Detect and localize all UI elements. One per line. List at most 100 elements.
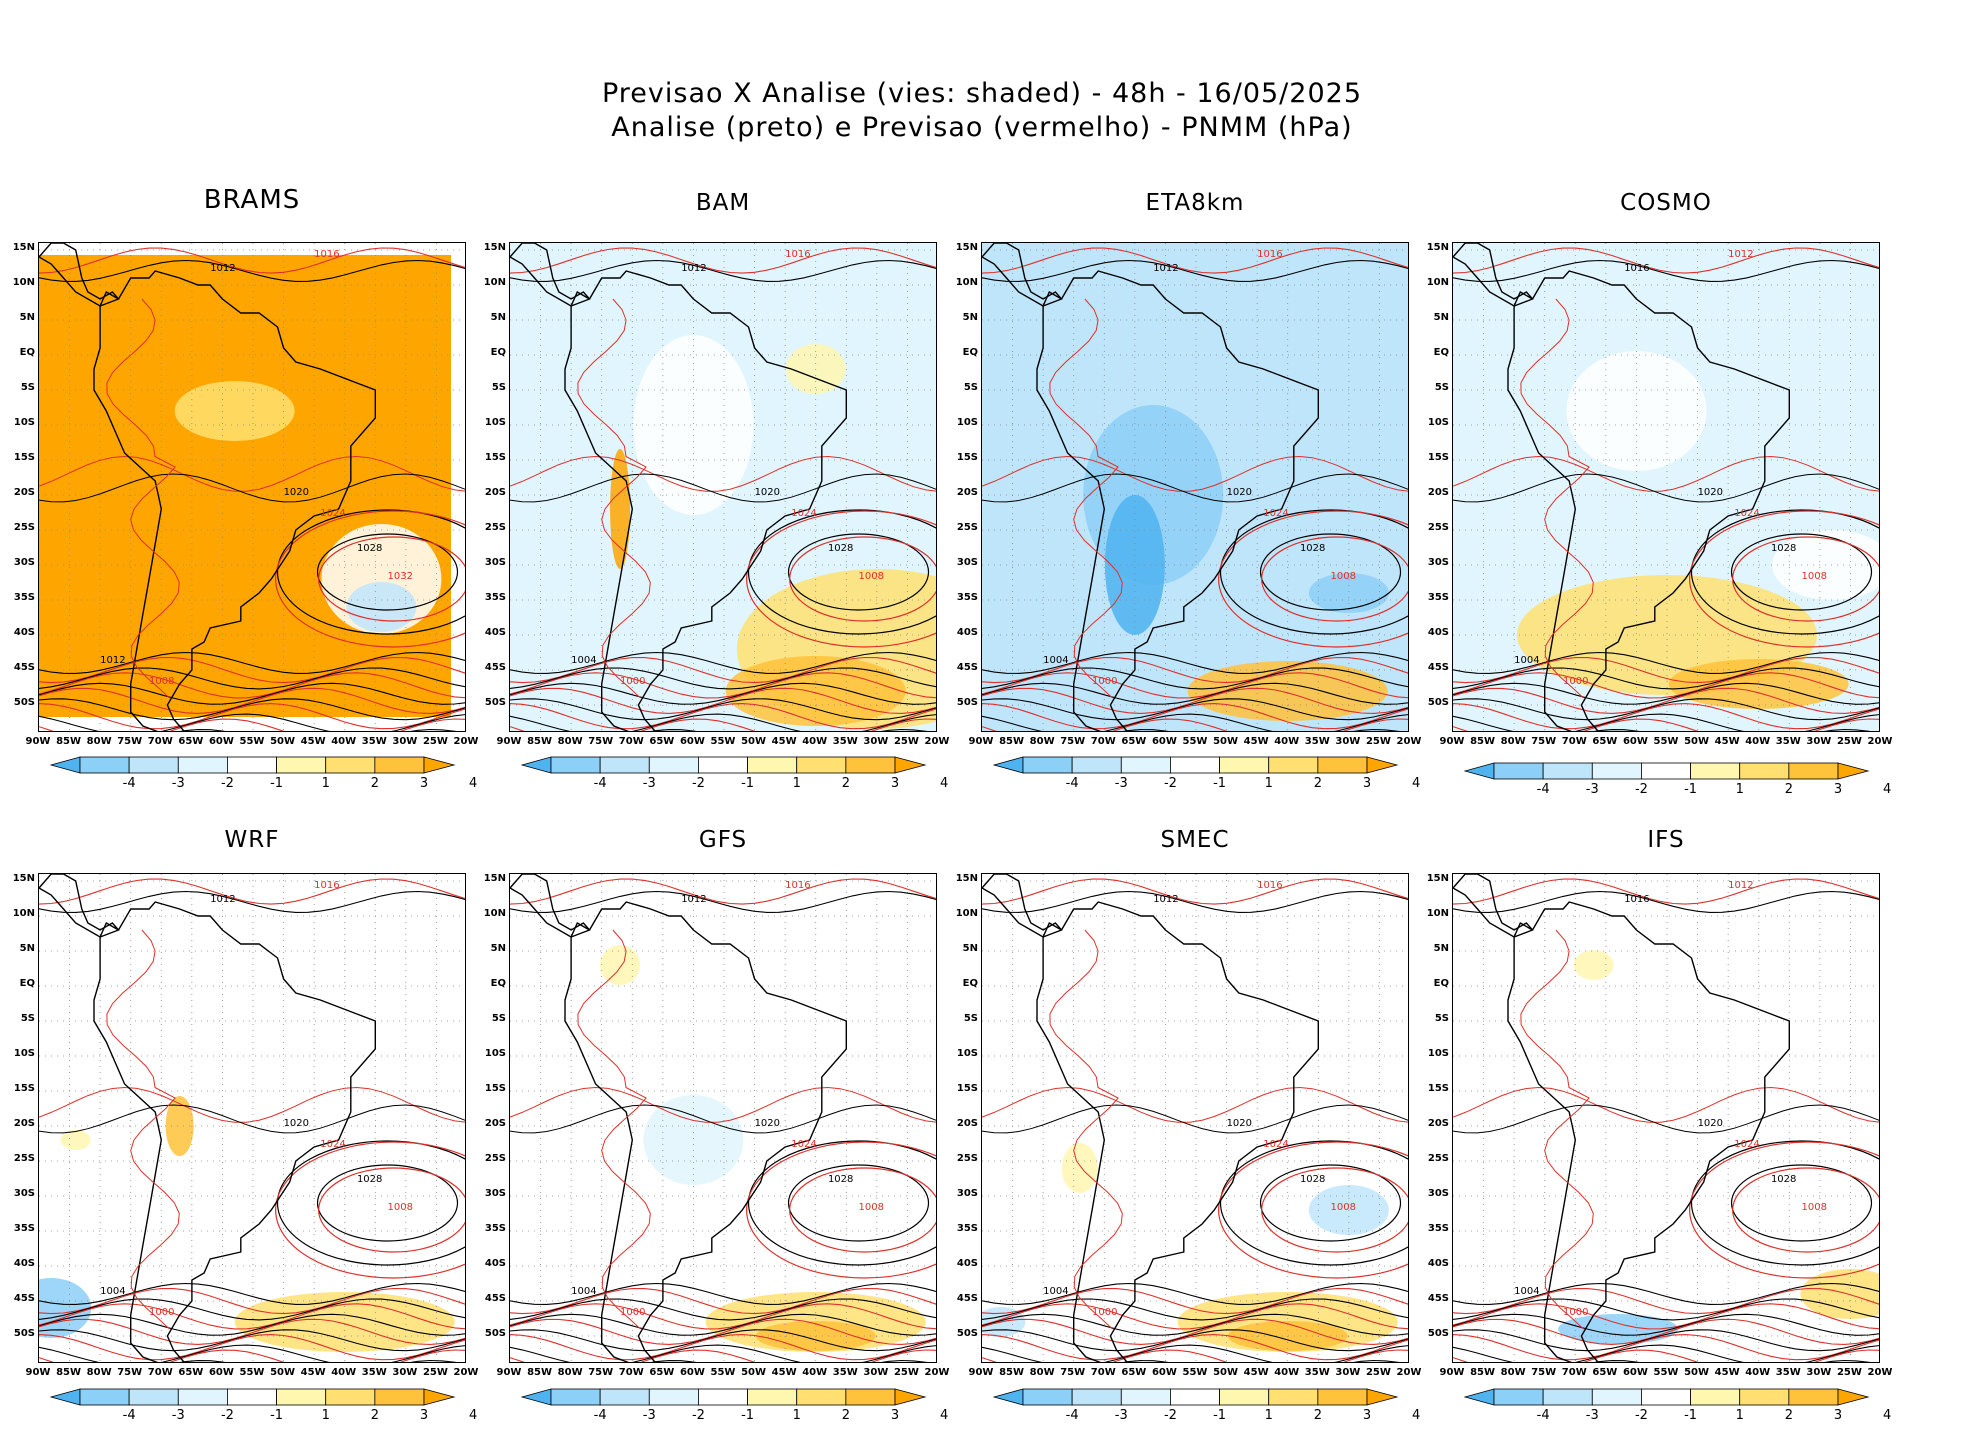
lon-label: 50W xyxy=(1684,736,1710,747)
colorbar-segment xyxy=(128,1388,179,1406)
panel-title-brams: BRAMS xyxy=(203,185,301,215)
lat-label: 40S xyxy=(1427,627,1449,638)
isobar-forecast-mid xyxy=(1453,455,1879,492)
isobar-label: 1028 xyxy=(828,543,853,554)
isobar-analysis-high xyxy=(276,1140,465,1266)
lat-label: 25S xyxy=(956,522,978,533)
lat-label: 5S xyxy=(491,1013,506,1024)
colorbar-label: 2 xyxy=(841,776,850,791)
panel-title-bam: BAM xyxy=(695,190,751,216)
colorbar-extend-high xyxy=(894,756,927,774)
lat-label: 40S xyxy=(956,1258,978,1269)
lon-label: 90W xyxy=(496,1367,522,1378)
colorbar-segment xyxy=(1591,762,1642,780)
lon-label: 25W xyxy=(1365,1367,1391,1378)
lon-label: 30W xyxy=(863,736,889,747)
bias-shading-area xyxy=(346,582,417,632)
isobar-analysis-southern xyxy=(39,1298,465,1321)
isobar-analysis-high xyxy=(1690,509,1879,635)
isobar-label: 1016 xyxy=(785,880,810,891)
isobar-analysis-high xyxy=(1259,533,1402,611)
lon-label: 65W xyxy=(178,736,204,747)
lon-label: 25W xyxy=(1365,736,1391,747)
isobar-label: 1012 xyxy=(681,894,706,905)
lon-label: 60W xyxy=(208,736,234,747)
colorbar-extend-high xyxy=(423,756,456,774)
lat-label: 10S xyxy=(13,417,35,428)
isobar-forecast-high xyxy=(1261,536,1408,622)
bias-shading-area xyxy=(174,381,295,441)
colorbar-segment xyxy=(325,756,376,774)
lon-label: 25W xyxy=(422,736,448,747)
isobar-forecast-mid xyxy=(510,1086,936,1123)
lat-label: 5S xyxy=(963,382,978,393)
colorbar-extend-low xyxy=(521,1388,552,1406)
isobar-label: 1000 xyxy=(620,676,645,687)
lon-label: 30W xyxy=(1806,736,1832,747)
bias-shading-bg xyxy=(982,874,1408,1362)
lon-label: 60W xyxy=(1622,1367,1648,1378)
lat-label: 5N xyxy=(490,943,506,954)
isobar-forecast-southern xyxy=(39,718,465,731)
lat-label: 40S xyxy=(1427,1258,1449,1269)
colorbar-label: 3 xyxy=(1362,1408,1372,1423)
colorbar-label: 3 xyxy=(890,776,900,791)
lon-label: 50W xyxy=(270,1367,296,1378)
isobar-label: 1016 xyxy=(1624,894,1649,905)
isobar-label: 1020 xyxy=(1227,487,1252,498)
lat-label: 30S xyxy=(1427,557,1449,568)
isobar-analysis-southern xyxy=(39,682,465,705)
isobar-label: 1004 xyxy=(1514,1286,1539,1297)
lon-label: 60W xyxy=(1622,736,1648,747)
lat-label: 25S xyxy=(1427,1153,1449,1164)
lat-label: 30S xyxy=(956,1188,978,1199)
isobar-forecast-high xyxy=(1732,536,1879,622)
lat-label: 15S xyxy=(1427,452,1449,463)
isobar-forecast-northern xyxy=(1453,878,1879,905)
panel-title-wrf: WRF xyxy=(224,827,280,853)
lat-label: 30S xyxy=(1427,1188,1449,1199)
lon-label: 55W xyxy=(239,736,265,747)
isobar-label: 1016 xyxy=(1257,880,1282,891)
isobar-label: 1024 xyxy=(791,508,816,519)
lat-label: 50S xyxy=(1427,1328,1449,1339)
lon-label: 65W xyxy=(1592,736,1618,747)
colorbar-wrf xyxy=(50,1388,456,1406)
lat-label: 15S xyxy=(956,452,978,463)
colorbar-label: -1 xyxy=(1213,776,1227,791)
colorbar-label: 2 xyxy=(370,776,379,791)
colorbar-extend-low xyxy=(50,1388,81,1406)
lat-label: 20S xyxy=(484,487,506,498)
colorbar-label: -1 xyxy=(1213,1408,1227,1423)
isobar-forecast-southern xyxy=(982,1303,1408,1330)
lon-label: 70W xyxy=(1561,736,1587,747)
isobar-label: 1008 xyxy=(388,1202,413,1213)
lon-label: 45W xyxy=(771,1367,797,1378)
colorbar-segment xyxy=(1268,1388,1319,1406)
lon-label: 75W xyxy=(588,736,614,747)
colorbar-label: -2 xyxy=(691,1408,705,1423)
lon-label: 85W xyxy=(1470,736,1496,747)
lon-label: 55W xyxy=(1182,736,1208,747)
isobar-label: 1016 xyxy=(314,880,339,891)
lat-label: 10N xyxy=(955,277,978,288)
colorbar-extend-low xyxy=(50,756,81,774)
isobar-forecast-southern xyxy=(510,672,936,699)
isobar-forecast-southern xyxy=(1453,703,1879,730)
colorbar-segment xyxy=(1739,762,1790,780)
colorbar-label: -3 xyxy=(1114,1408,1128,1423)
lon-label: 45W xyxy=(1243,736,1269,747)
isobar-forecast-high xyxy=(1261,1167,1408,1253)
lon-label: 20W xyxy=(453,1367,479,1378)
lon-label: 60W xyxy=(679,1367,705,1378)
lon-label: 50W xyxy=(1213,1367,1239,1378)
colorbar-segment xyxy=(227,756,277,774)
isobar-analysis-northern xyxy=(1453,259,1879,282)
colorbar-segment xyxy=(1170,1388,1220,1406)
isobar-forecast-southern xyxy=(982,1287,1408,1315)
lon-label: 90W xyxy=(1439,1367,1465,1378)
map-frame-bam: 1012 1016 1020 1024 1028 1008 1004 1000 xyxy=(509,242,937,732)
isobar-analysis-southern xyxy=(1453,1298,1879,1321)
isobar-analysis-southern xyxy=(39,1329,465,1352)
isobar-label: 1012 xyxy=(210,894,235,905)
